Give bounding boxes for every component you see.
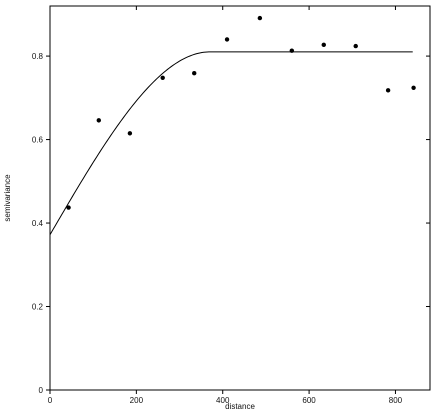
data-point: [289, 48, 295, 53]
plot-frame: [49, 5, 431, 391]
data-point: [224, 37, 230, 42]
fitted-model-line: [49, 51, 413, 235]
data-point: [160, 75, 165, 80]
y-tick-label: 0: [39, 386, 44, 395]
y-tick-label: 0.2: [32, 303, 44, 312]
data-point: [96, 118, 101, 123]
x-tick-label: 0: [48, 396, 53, 405]
x-tick-label: 200: [130, 396, 144, 405]
x-tick-label: 600: [302, 396, 316, 405]
x-tick-label: 400: [216, 396, 230, 405]
x-axis-ticks: 0 200 400 600 800: [48, 6, 403, 405]
y-axis-label: semivariance: [3, 174, 12, 222]
y-tick-label: 0.6: [32, 136, 44, 145]
y-axis-ticks: 0 0.2 0.4 0.6 0.8: [32, 52, 430, 395]
data-point: [385, 88, 391, 93]
data-point: [321, 42, 326, 48]
x-axis-label: distance: [225, 402, 255, 411]
data-point: [127, 131, 133, 136]
y-tick-label: 0.4: [32, 219, 44, 228]
data-point: [66, 205, 71, 210]
data-point: [192, 71, 197, 76]
data-point: [353, 43, 358, 49]
x-tick-label: 800: [389, 396, 403, 405]
data-points: [66, 15, 416, 210]
data-point: [257, 15, 263, 21]
data-point: [411, 85, 416, 91]
y-tick-label: 0.8: [32, 52, 44, 61]
